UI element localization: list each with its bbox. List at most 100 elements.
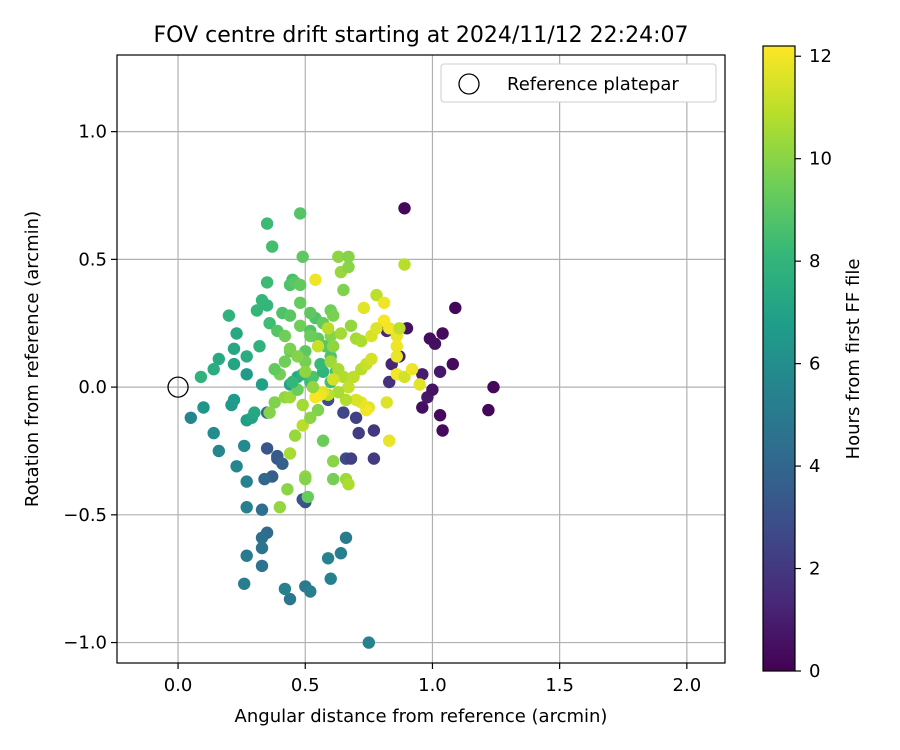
legend: Reference platepar (440, 63, 717, 103)
data-point (342, 380, 355, 394)
data-point (337, 406, 350, 419)
data-point (309, 273, 322, 286)
data-point (436, 424, 449, 437)
y-axis-ticks: −1.0 −0.5 0.0 0.5 1.0 (63, 122, 117, 654)
colorbar-tick-label: 0 (809, 661, 820, 682)
data-point (405, 363, 419, 376)
x-tick-label: 2.0 (673, 675, 702, 696)
data-point (184, 411, 197, 424)
data-point (367, 424, 381, 437)
data-point (311, 403, 325, 417)
data-point (413, 378, 426, 391)
data-point (294, 296, 307, 309)
data-point (344, 452, 358, 465)
data-point (299, 472, 312, 486)
data-point (268, 396, 281, 409)
data-point (398, 202, 411, 215)
data-point (283, 592, 297, 606)
data-point (436, 327, 449, 340)
x-axis-label: Angular distance from reference (arcmin) (235, 706, 608, 727)
data-point (288, 429, 302, 442)
data-point (263, 406, 276, 419)
data-point (380, 396, 393, 409)
data-point (482, 403, 495, 417)
data-point (383, 375, 396, 389)
data-point (299, 365, 312, 378)
data-point (332, 386, 345, 399)
x-tick-label: 1.0 (418, 675, 447, 696)
data-point (230, 327, 243, 340)
data-point (304, 306, 317, 320)
data-point (316, 434, 330, 447)
colorbar-label: Hours from first FF file (843, 259, 864, 460)
reference-platepar-marker (167, 376, 189, 398)
data-point (433, 365, 447, 378)
data-point (227, 342, 241, 355)
colorbar-tick-label: 2 (809, 559, 820, 580)
data-point (339, 393, 353, 407)
data-point (227, 357, 241, 371)
data-point (286, 375, 299, 389)
data-point (446, 357, 459, 371)
data-point (260, 442, 274, 455)
colorbar-tick-label: 10 (809, 149, 832, 170)
data-point (294, 319, 307, 332)
data-point (278, 355, 292, 368)
data-point (342, 260, 355, 274)
data-point (370, 288, 383, 302)
data-point (383, 322, 396, 335)
data-point (263, 317, 276, 330)
y-axis-label: Rotation from reference (arcmin) (22, 211, 43, 507)
data-point (304, 329, 317, 343)
data-point (449, 301, 462, 315)
data-point (240, 501, 253, 514)
legend-box (440, 63, 717, 103)
x-axis-ticks: 0.0 0.5 1.0 1.5 2.0 (164, 663, 701, 696)
colorbar-tick-label: 4 (809, 456, 820, 477)
data-point (281, 483, 294, 496)
data-point (327, 309, 340, 322)
data-point (362, 636, 375, 649)
data-point (255, 531, 269, 544)
data-point (393, 322, 406, 335)
data-point (342, 250, 355, 263)
x-tick-label: 1.5 (545, 675, 574, 696)
data-point (255, 503, 269, 516)
data-point (311, 340, 325, 353)
data-point (283, 309, 297, 322)
data-point (314, 357, 327, 371)
data-point (194, 370, 208, 384)
x-tick-label: 0.0 (164, 675, 193, 696)
data-point (304, 585, 317, 598)
data-point (342, 478, 355, 491)
plot-frame (116, 54, 726, 664)
data-point (339, 531, 353, 544)
data-point (334, 327, 348, 340)
data-point (337, 283, 350, 297)
data-point (398, 258, 411, 271)
data-point (273, 501, 286, 514)
data-point (332, 250, 345, 263)
data-point (296, 398, 309, 412)
data-point (253, 340, 266, 353)
colorbar (762, 45, 796, 672)
data-point (390, 350, 403, 363)
data-point (324, 572, 337, 585)
data-point (296, 250, 309, 263)
data-point (426, 383, 439, 396)
data-point (487, 380, 500, 394)
data-point (416, 401, 429, 414)
data-point (283, 342, 297, 355)
y-tick-label: 0.5 (78, 249, 107, 270)
data-point (197, 401, 210, 414)
data-point (230, 460, 243, 473)
data-point (334, 547, 348, 560)
data-point (255, 294, 269, 307)
data-point (222, 309, 236, 322)
data-point (255, 541, 269, 555)
data-point (283, 447, 297, 460)
data-point (294, 278, 307, 292)
data-point (398, 370, 411, 384)
